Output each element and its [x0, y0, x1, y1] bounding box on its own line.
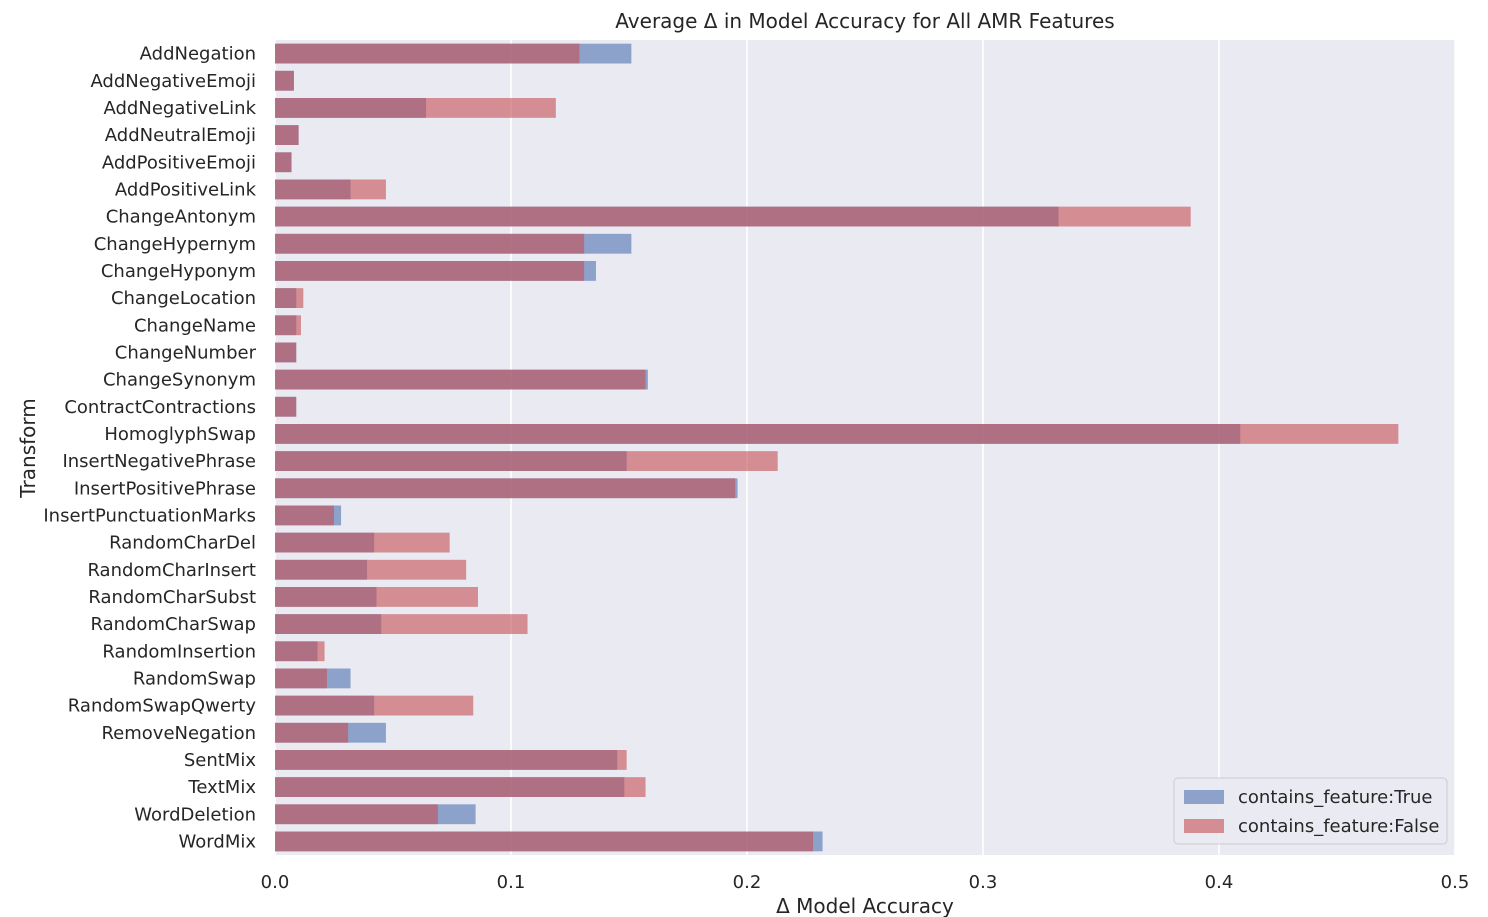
bar-contains-feature-false	[275, 587, 478, 607]
bars	[275, 43, 1399, 852]
y-category-label: RandomCharInsert	[87, 560, 256, 581]
bar-contains-feature-false	[275, 804, 438, 825]
y-category-label: RandomSwapQwerty	[68, 696, 257, 717]
y-category-label: RandomInsertion	[102, 641, 256, 662]
bar-contains-feature-false	[275, 152, 292, 173]
y-category-label: AddNegativeEmoji	[90, 71, 256, 92]
bar-contains-feature-false	[275, 614, 528, 634]
y-category-label: ContractContractions	[64, 397, 256, 418]
x-tick-label: 0.0	[261, 872, 290, 893]
y-category-label: RandomCharSubst	[88, 587, 256, 608]
y-category-label: ChangeNumber	[115, 342, 257, 363]
bar-contains-feature-false	[275, 315, 301, 336]
y-category-label: RemoveNegation	[101, 723, 256, 744]
y-category-label: WordMix	[179, 831, 257, 852]
bar-contains-feature-false	[275, 424, 1399, 444]
y-category-label: InsertPositivePhrase	[74, 478, 256, 499]
y-category-label: SentMix	[184, 750, 256, 771]
bar-contains-feature-false	[275, 668, 327, 689]
bar-contains-feature-false	[275, 396, 297, 417]
x-tick-label: 0.4	[1205, 872, 1234, 893]
x-tick-label: 0.3	[969, 872, 998, 893]
x-tick-labels: 0.0 0.1 0.2 0.3 0.4 0.5	[261, 872, 1470, 893]
bar-contains-feature-false	[275, 722, 349, 743]
bar-contains-feature-false	[275, 179, 386, 200]
y-category-label: InsertPunctuationMarks	[43, 505, 256, 526]
y-category-label: RandomCharSwap	[90, 614, 256, 635]
x-tick-label: 0.2	[733, 872, 762, 893]
bar-contains-feature-false	[275, 750, 627, 770]
y-category-label: TextMix	[187, 777, 256, 798]
plot-area	[275, 40, 1455, 855]
legend-swatch-true	[1184, 790, 1224, 804]
bar-contains-feature-false	[275, 831, 814, 852]
bar-contains-feature-false	[275, 342, 297, 363]
y-category-label: HomoglyphSwap	[104, 424, 256, 445]
bar-contains-feature-false	[275, 695, 474, 716]
x-tick-label: 0.1	[497, 872, 526, 893]
bar-contains-feature-false	[275, 98, 556, 118]
legend-label-true: contains_feature:True	[1238, 787, 1432, 808]
bar-contains-feature-false	[275, 451, 778, 471]
bar-contains-feature-false	[275, 369, 646, 390]
y-category-label: WordDeletion	[134, 804, 256, 825]
bar-contains-feature-false	[275, 261, 585, 281]
y-category-label: ChangeHyponym	[101, 261, 256, 282]
y-category-label: ChangeSynonym	[103, 370, 256, 391]
y-category-label: RandomCharDel	[109, 533, 256, 554]
y-category-label: AddPositiveEmoji	[102, 152, 256, 173]
chart-title: Average Δ in Model Accuracy for All AMR …	[615, 9, 1114, 33]
y-category-label: ChangeLocation	[111, 288, 256, 309]
y-category-label: ChangeHypernym	[94, 234, 256, 255]
x-tick-label: 0.5	[1441, 872, 1470, 893]
y-axis-label: Transform	[16, 398, 40, 498]
bar-contains-feature-false	[275, 532, 450, 553]
gridlines	[274, 40, 1456, 855]
legend-swatch-false	[1184, 819, 1224, 833]
y-category-label: InsertNegativePhrase	[62, 451, 256, 472]
legend-label-false: contains_feature:False	[1238, 816, 1439, 837]
bar-contains-feature-false	[275, 777, 646, 797]
bar-contains-feature-false	[275, 70, 294, 91]
bar-contains-feature-false	[275, 43, 580, 64]
legend: contains_feature:True contains_feature:F…	[1173, 777, 1448, 845]
bar-contains-feature-false	[275, 641, 325, 662]
bar-contains-feature-false	[275, 559, 467, 580]
y-category-label: AddNegation	[140, 44, 256, 65]
legend-box	[1173, 777, 1448, 845]
y-category-label: ChangeAntonym	[106, 207, 256, 228]
bar-contains-feature-false	[275, 505, 334, 526]
bar-contains-feature-false	[275, 288, 304, 308]
bar-contains-feature-false	[275, 125, 299, 145]
bar-contains-feature-false	[275, 478, 736, 499]
bar-contains-feature-false	[275, 233, 585, 254]
y-category-label: AddPositiveLink	[115, 179, 257, 200]
y-category-label: ChangeName	[134, 315, 256, 336]
y-category-label: RandomSwap	[133, 668, 256, 689]
y-category-label: AddNegativeLink	[104, 98, 257, 119]
y-category-label: AddNeutralEmoji	[105, 125, 256, 146]
y-category-labels: AddNegation AddNegativeEmoji AddNegativeLi…	[43, 44, 256, 853]
bar-contains-feature-false	[275, 206, 1191, 227]
x-axis-label: Δ Model Accuracy	[776, 894, 954, 917]
